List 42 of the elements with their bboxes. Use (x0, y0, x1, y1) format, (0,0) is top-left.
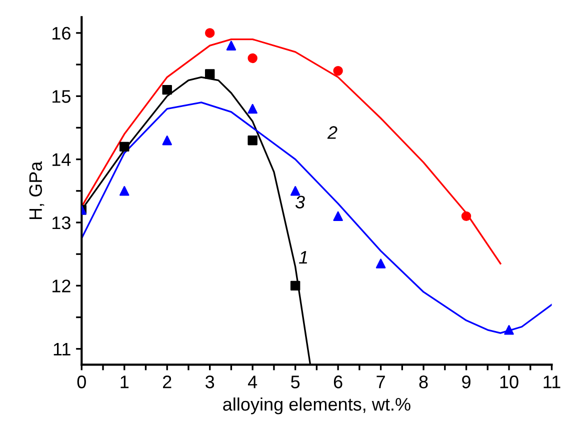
x-tick-label: 7 (376, 376, 385, 388)
x-axis-title: alloying elements, wt.% (223, 397, 410, 414)
x-tick-label: 3 (206, 376, 214, 388)
point (204, 69, 215, 79)
x-tick-label: 6 (334, 376, 342, 388)
annotation: 2 (327, 126, 338, 139)
x-tick-label: 5 (291, 376, 300, 388)
line-series (82, 38, 502, 264)
y-tick-label: 16 (52, 26, 70, 40)
x-tick-label: 1 (120, 376, 129, 388)
point (461, 211, 472, 222)
point (290, 186, 300, 196)
x-tick-label: 9 (462, 376, 470, 388)
point (120, 186, 130, 196)
y-tick-label: 12 (52, 280, 70, 292)
point (333, 211, 343, 222)
x-tick-label: 10 (500, 376, 518, 388)
point (248, 136, 258, 146)
point (248, 53, 258, 64)
line-series (82, 102, 552, 334)
y-tick-label: 13 (52, 216, 70, 230)
point (290, 280, 300, 291)
x-tick-label: 4 (248, 376, 258, 388)
point (248, 104, 258, 114)
point (120, 142, 130, 152)
x-tick-label: 2 (162, 376, 172, 388)
annotation: 3 (295, 196, 305, 208)
x-tick-label: 11 (544, 376, 560, 388)
y-tick-label: 14 (52, 153, 71, 166)
y-axis-title: H, GPa (29, 161, 44, 220)
point (162, 136, 172, 146)
point (376, 258, 386, 268)
point (226, 40, 236, 50)
y-tick-label: 15 (52, 90, 70, 103)
x-tick-label: 0 (77, 376, 86, 388)
point (504, 325, 514, 335)
y-tick-label: 11 (54, 342, 70, 356)
point (204, 28, 215, 38)
x-tick-label: 8 (419, 376, 428, 388)
annotation: 1 (298, 251, 308, 264)
point (162, 84, 172, 95)
point (333, 66, 343, 76)
